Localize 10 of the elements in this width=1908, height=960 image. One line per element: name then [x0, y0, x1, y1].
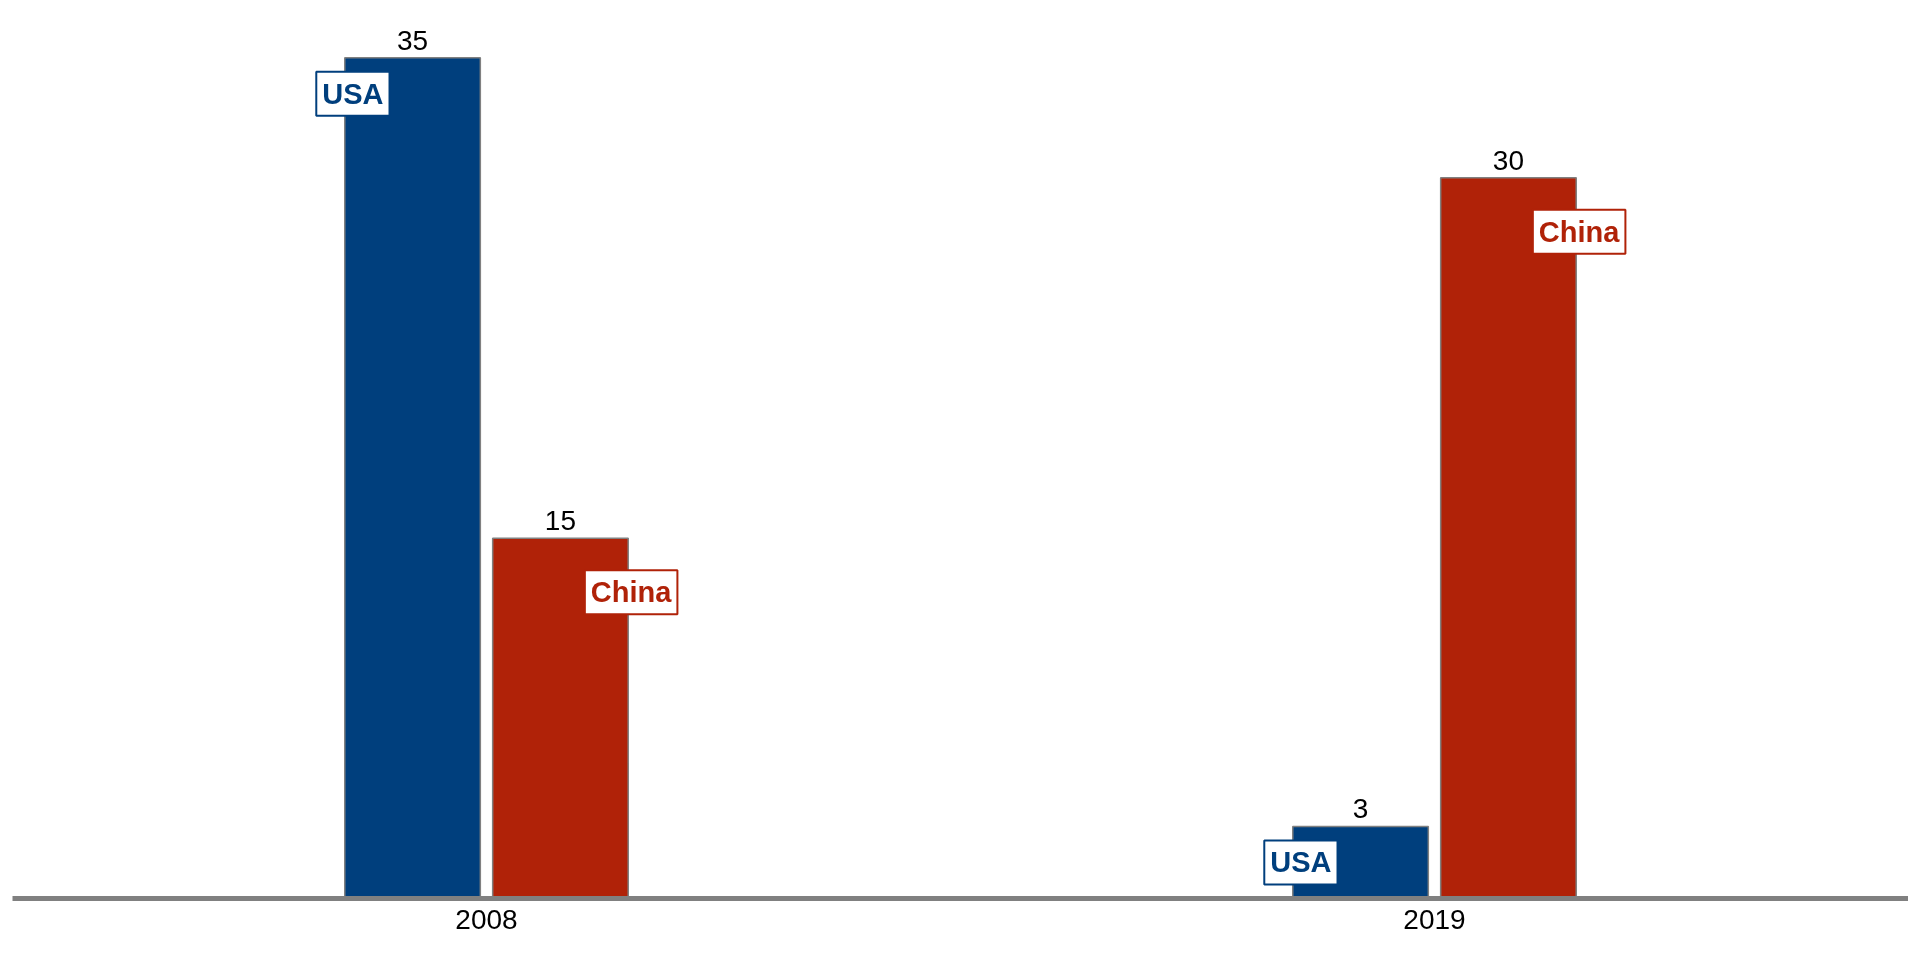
text: USA: [1270, 846, 1332, 879]
data-label: 30: [1492, 144, 1525, 176]
data-label: 3: [1352, 793, 1369, 825]
data-label: 35: [396, 24, 429, 56]
series-label: China: [590, 576, 673, 609]
x-tick-label: 2019: [1403, 903, 1466, 935]
data-label: 15: [544, 505, 577, 537]
series-label: USA: [322, 77, 384, 110]
text: China: [1538, 215, 1620, 248]
x-tick-label: 2008: [455, 903, 518, 935]
